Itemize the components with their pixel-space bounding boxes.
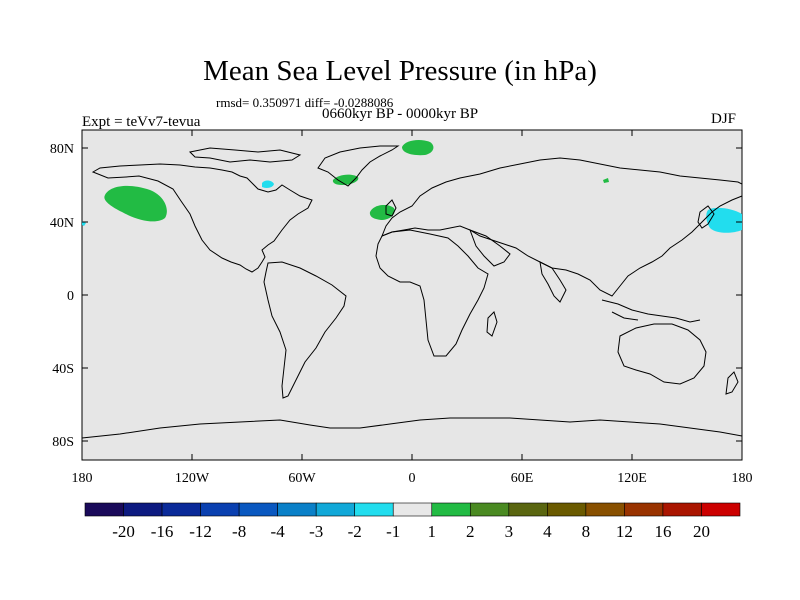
coast-new-zealand [725, 371, 739, 395]
colorbar-swatch [431, 502, 471, 517]
colorbar-label: 2 [466, 522, 475, 541]
lon-tick-label: 180 [72, 471, 93, 486]
colorbar-swatch [315, 502, 356, 517]
anomaly-patch-hudson-bay [262, 180, 274, 188]
colorbar-label: -16 [151, 522, 174, 541]
colorbar-swatch [354, 502, 394, 517]
longitude-axis: 180 120W 60W 0 60E 120E 180 [72, 471, 753, 486]
anomaly-patches [82, 139, 742, 233]
latitude-axis: 80N 40N 0 40S 80S [50, 142, 74, 450]
colorbar-swatch [392, 502, 433, 517]
anomaly-patch-north-pacific [104, 185, 167, 222]
lat-tick-label: 40N [50, 216, 74, 231]
coast-indonesia [601, 299, 701, 323]
colorbar-swatch [200, 502, 240, 517]
coast-arabia [469, 229, 511, 267]
colorbar-label: 3 [505, 522, 514, 541]
anomaly-patch-north-atlantic-east [369, 204, 395, 220]
lon-tick-label: 60E [511, 471, 534, 486]
coast-greenland [317, 145, 400, 187]
colorbar-labels: -20 -16 -12 -8 -4 -3 -2 -1 1 2 3 4 8 12 16 20 [112, 522, 710, 541]
colorbar-label: 1 [428, 522, 437, 541]
colorbar-swatch [662, 502, 702, 517]
anomaly-patch-siberia [603, 178, 609, 183]
colorbar-swatch [123, 502, 163, 517]
colorbar-label: -2 [348, 522, 362, 541]
coast-africa [375, 229, 489, 357]
coast-british-isles [385, 199, 397, 217]
lat-tick-label: 80N [50, 142, 74, 157]
coast-south-america [263, 261, 347, 399]
experiment-label: Expt = teVv7-tevua [82, 114, 201, 130]
coast-canadian-archipelago [188, 147, 302, 163]
colorbar-swatch [469, 502, 510, 517]
colorbar-swatch [624, 502, 664, 517]
colorbar-swatch [547, 502, 587, 517]
stats-line: rmsd= 0.350971 diff= -0.0288086 [216, 95, 394, 110]
colorbar-label: 4 [543, 522, 552, 541]
season-label: DJF [711, 111, 737, 127]
colorbar-label: 8 [582, 522, 591, 541]
coast-australia [617, 323, 707, 385]
colorbar-label: 12 [616, 522, 633, 541]
lat-tick-label: 80S [52, 435, 74, 450]
coast-madagascar [486, 311, 498, 337]
coast-north-america [91, 163, 313, 273]
colorbar [84, 502, 741, 517]
colorbar-label: -8 [232, 522, 246, 541]
colorbar-label: -3 [309, 522, 323, 541]
lon-tick-label: 60W [288, 471, 316, 486]
lon-tick-label: 120W [175, 471, 210, 486]
colorbar-swatch [277, 502, 317, 517]
map-plot-area [81, 129, 743, 461]
colorbar-label: -4 [271, 522, 286, 541]
lon-tick-label: 0 [409, 471, 416, 486]
colorbar-swatch [585, 502, 625, 517]
period-line: 0660kyr BP - 0000kyr BP [322, 106, 479, 122]
colorbar-label: 16 [654, 522, 671, 541]
lat-tick-label: 40S [52, 362, 74, 377]
coastlines [81, 145, 743, 439]
axis-tick-marks [81, 130, 743, 460]
anomaly-patch-west-pacific [706, 207, 742, 233]
colorbar-label: 20 [693, 522, 710, 541]
colorbar-swatch [701, 502, 741, 517]
colorbar-label: -20 [112, 522, 135, 541]
colorbar-label: -1 [386, 522, 400, 541]
colorbar-swatch [508, 502, 548, 517]
anomaly-patch-arctic-greenland [402, 139, 434, 156]
colorbar-swatch [84, 502, 124, 517]
lon-tick-label: 180 [732, 471, 753, 486]
colorbar-swatch [161, 502, 201, 517]
coast-india [539, 261, 567, 303]
coast-antarctica [81, 417, 743, 439]
map-title: Mean Sea Level Pressure (in hPa) [203, 55, 597, 87]
lat-tick-label: 0 [67, 289, 74, 304]
coast-eurasia [381, 157, 743, 297]
colorbar-swatch [238, 502, 278, 517]
coast-japan [697, 205, 715, 229]
lon-tick-label: 120E [617, 471, 647, 486]
colorbar-label: -12 [189, 522, 212, 541]
